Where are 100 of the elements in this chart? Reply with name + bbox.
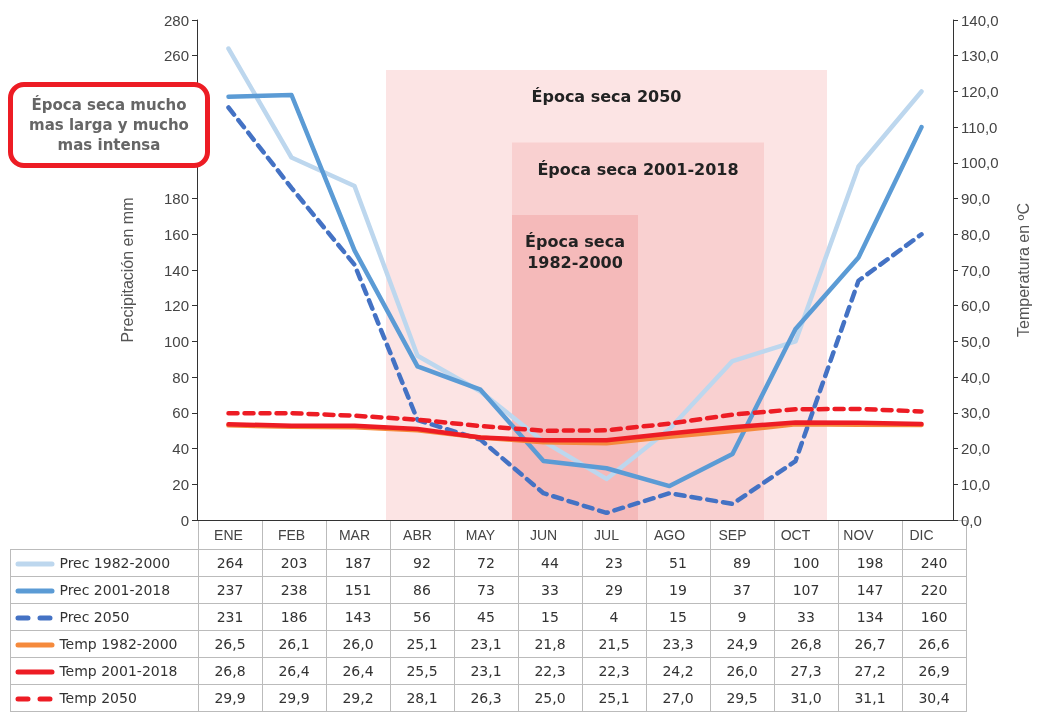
data-label: 21,5: [582, 630, 646, 658]
data-label: 28,1: [390, 684, 454, 712]
y2-tick-label: 10,0: [961, 475, 991, 493]
data-label: 23,1: [454, 657, 518, 685]
y2-tick-label: 110,0: [961, 118, 998, 136]
data-label: 25,1: [582, 684, 646, 712]
data-label: 186: [262, 603, 326, 631]
data-label: 44: [518, 549, 582, 577]
data-label: 25,1: [390, 630, 454, 658]
data-label: 23,1: [454, 630, 518, 658]
data-label: 107: [774, 576, 838, 604]
data-label: 26,3: [454, 684, 518, 712]
data-label: 19: [646, 576, 710, 604]
x-tick-label: DIC: [909, 527, 934, 543]
data-label: 9: [710, 603, 774, 631]
data-label: 26,7: [838, 630, 902, 658]
data-label: 15: [646, 603, 710, 631]
legend-label: Temp 2001-2018: [10, 657, 198, 685]
y-tick-label: 120: [163, 297, 189, 315]
y-tick-label: 160: [163, 225, 189, 243]
data-label: 198: [838, 549, 902, 577]
data-label: 220: [902, 576, 966, 604]
x-tick-label: ABR: [403, 527, 432, 543]
y-tick-label: 140: [163, 261, 189, 279]
data-label: 4: [582, 603, 646, 631]
x-tick-label: MAY: [465, 527, 496, 543]
x-tick-label: ENE: [214, 527, 243, 543]
data-label: 264: [198, 549, 262, 577]
data-label: 37: [710, 576, 774, 604]
y-tick-label: 280: [163, 11, 189, 29]
data-label: 26,5: [198, 630, 262, 658]
y-axis-title: Precipitación en mm: [118, 197, 136, 343]
legend-label: Prec 1982-2000: [10, 549, 198, 577]
data-label: 26,8: [774, 630, 838, 658]
legend-label: Temp 2050: [10, 684, 198, 712]
data-label: 26,8: [198, 657, 262, 685]
y-tick-label: 180: [163, 190, 189, 208]
y-tick-label: 0: [180, 511, 189, 529]
data-label: 147: [838, 576, 902, 604]
x-tick-label: JUN: [529, 527, 558, 543]
y2-tick-label: 50,0: [961, 332, 991, 350]
data-label: 151: [326, 576, 390, 604]
y-tick-label: 100: [163, 332, 189, 350]
data-label: 24,2: [646, 657, 710, 685]
y2-tick-label: 130,0: [961, 47, 999, 65]
legend-label: Temp 1982-2000: [10, 630, 198, 658]
data-label: 22,3: [582, 657, 646, 685]
data-label: 33: [774, 603, 838, 631]
data-label: 56: [390, 603, 454, 631]
data-label: 33: [518, 576, 582, 604]
y-tick-label: 260: [163, 47, 189, 65]
data-label: 72: [454, 549, 518, 577]
y2-tick-label: 80,0: [961, 225, 991, 243]
data-label: 26,0: [710, 657, 774, 685]
data-label: 29,2: [326, 684, 390, 712]
y2-tick-label: 140,0: [961, 11, 999, 29]
data-label: 238: [262, 576, 326, 604]
data-label: 26,1: [262, 630, 326, 658]
y-tick-label: 40: [172, 440, 189, 458]
data-label: 15: [518, 603, 582, 631]
y-tick-label: 60: [172, 404, 189, 422]
y2-tick-label: 100,0: [961, 154, 999, 172]
data-label: 240: [902, 549, 966, 577]
data-label: 29,5: [710, 684, 774, 712]
data-label: 89: [710, 549, 774, 577]
y2-tick-label: 120,0: [961, 82, 999, 100]
x-tick-label: OCT: [780, 527, 811, 543]
data-label: 143: [326, 603, 390, 631]
data-label: 22,3: [518, 657, 582, 685]
y2-tick-label: 60,0: [961, 297, 991, 315]
y2-tick-label: 20,0: [961, 440, 991, 458]
x-tick-label: NOV: [843, 527, 875, 543]
data-label: 187: [326, 549, 390, 577]
data-label: 26,4: [262, 657, 326, 685]
data-label: 27,3: [774, 657, 838, 685]
y2-tick-label: 30,0: [961, 404, 991, 422]
data-label: 29,9: [198, 684, 262, 712]
x-tick-label: JUL: [594, 527, 620, 543]
band-label: Época seca 2001-2018: [537, 159, 739, 179]
callout-box: Época seca mucho mas larga y mucho mas intensa: [8, 82, 210, 168]
line-series: [226, 406, 924, 433]
data-label: 92: [390, 549, 454, 577]
data-label: 27,2: [838, 657, 902, 685]
data-label: 29: [582, 576, 646, 604]
legend-label: Prec 2001-2018: [10, 576, 198, 604]
band-label: Época seca 2050: [531, 87, 682, 106]
data-label: 160: [902, 603, 966, 631]
data-label: 26,9: [902, 657, 966, 685]
data-label: 25,5: [390, 657, 454, 685]
data-label: 27,0: [646, 684, 710, 712]
y-tick-label: 20: [172, 475, 189, 493]
data-label: 21,8: [518, 630, 582, 658]
data-label: 26,0: [326, 630, 390, 658]
y2-tick-label: 40,0: [961, 368, 991, 386]
data-label: 100: [774, 549, 838, 577]
data-label: 25,0: [518, 684, 582, 712]
data-label: 134: [838, 603, 902, 631]
data-label: 237: [198, 576, 262, 604]
data-label: 26,4: [326, 657, 390, 685]
data-label: 26,6: [902, 630, 966, 658]
